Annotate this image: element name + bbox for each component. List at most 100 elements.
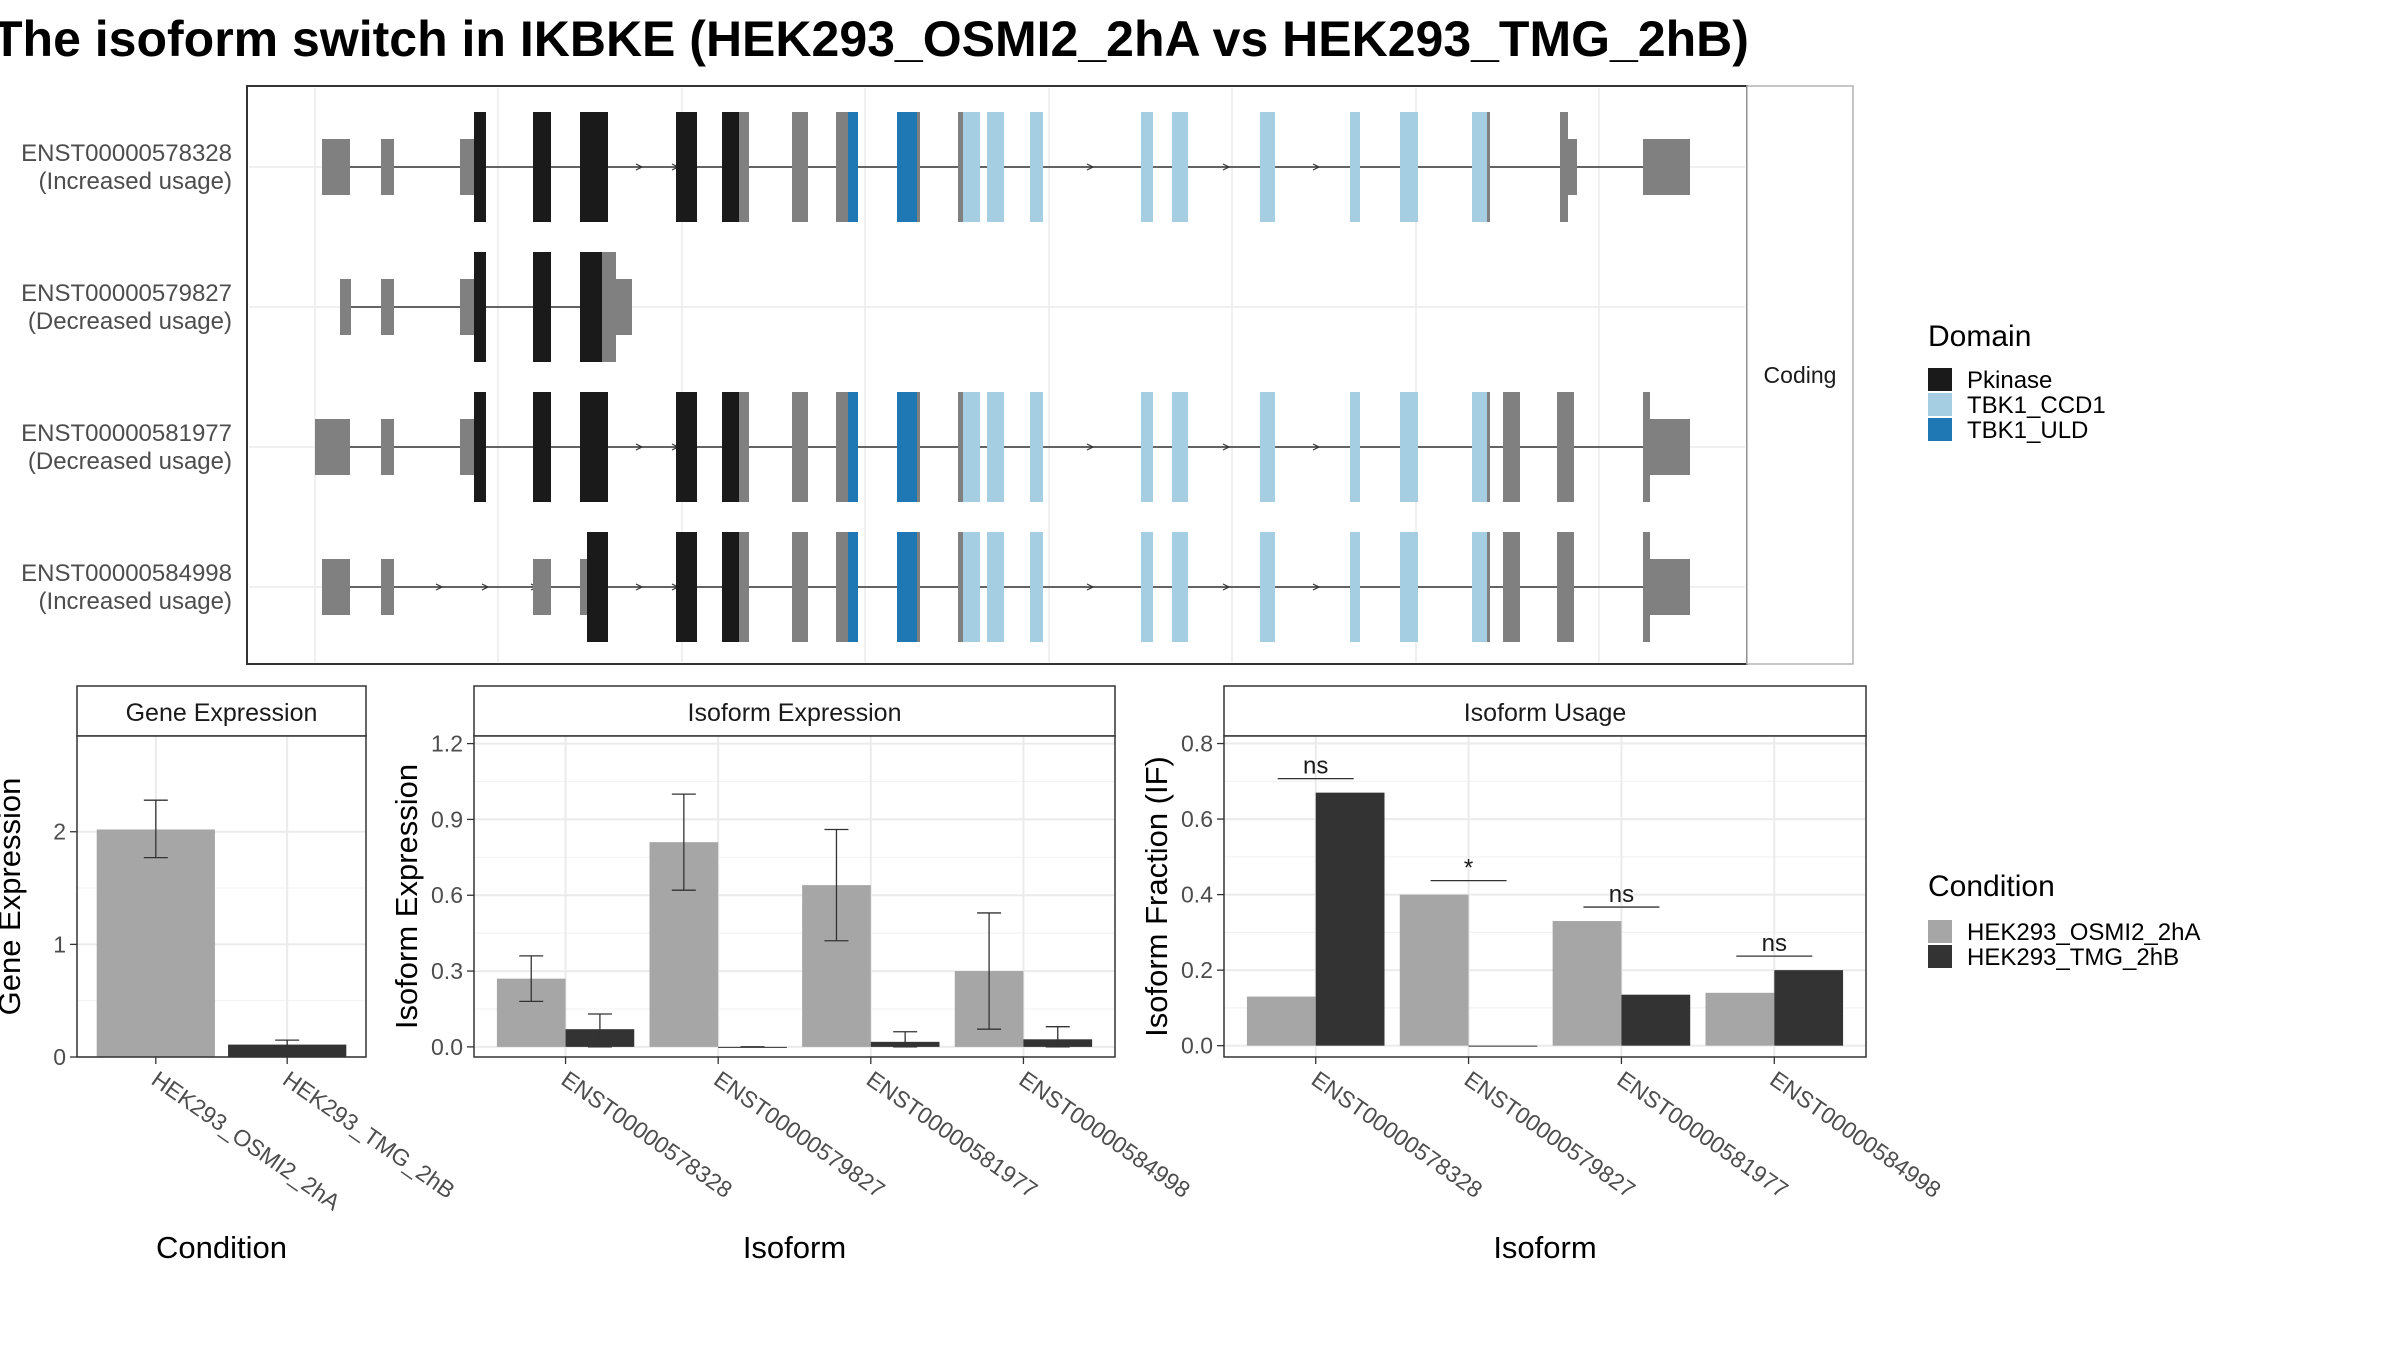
y-tick-label: 0.0 <box>1181 1033 1213 1059</box>
y-tick-label: 1 <box>53 931 66 957</box>
domain-legend-key <box>1928 368 1952 391</box>
exon <box>1350 112 1360 222</box>
bar <box>96 829 215 1057</box>
exon <box>1472 112 1487 222</box>
isoform-track <box>322 532 1690 642</box>
bar <box>1774 970 1844 1046</box>
domain-legend-label: TBK1_ULD <box>1967 417 2088 444</box>
error-bar <box>1045 1026 1070 1048</box>
exon <box>897 112 917 222</box>
error-bar <box>143 799 168 859</box>
chart-strip <box>1223 685 1867 737</box>
exon <box>580 112 608 222</box>
condition-legend-label: HEK293_OSMI2_2hA <box>1967 919 2200 946</box>
exon <box>474 252 486 362</box>
exon <box>1643 532 1650 642</box>
exon <box>1643 392 1650 502</box>
isoform-id-label: ENST00000584998 <box>21 560 232 587</box>
exon <box>580 252 602 362</box>
exon <box>987 532 1004 642</box>
exon <box>676 392 697 502</box>
chart-strip <box>473 685 1116 737</box>
isoform-usage-chart: Isoform Usagens*nsns0.00.20.40.60.8ENST0… <box>1139 685 1946 1265</box>
exon <box>963 532 967 642</box>
exon <box>967 112 980 222</box>
figure-title: The isoform switch in IKBKE (HEK293_OSMI… <box>0 11 1749 67</box>
y-axis-title: Isoform Expression <box>389 764 424 1029</box>
strand-arrow <box>1222 443 1231 451</box>
y-tick-label: 0.8 <box>1181 731 1213 757</box>
exon <box>1650 559 1690 615</box>
isoform-usage-note: (Decreased usage) <box>28 308 232 335</box>
exon <box>1643 139 1690 195</box>
exon <box>1472 532 1487 642</box>
y-tick-label: 0 <box>53 1044 66 1070</box>
strand-arrow <box>1312 443 1321 451</box>
significance-label: ns <box>1303 753 1328 780</box>
exon <box>1400 112 1418 222</box>
exon <box>676 112 697 222</box>
condition-legend-key <box>1928 920 1952 943</box>
strand-arrow <box>1222 583 1231 591</box>
exon <box>1350 532 1360 642</box>
exon <box>792 392 808 502</box>
exon <box>460 279 474 335</box>
structure-strip <box>1746 85 1854 665</box>
isoform-tracks <box>315 112 1690 642</box>
chart-title: Isoform Usage <box>1464 699 1627 727</box>
exon <box>722 532 739 642</box>
exon <box>739 112 749 222</box>
y-tick-label: 0.3 <box>431 958 463 984</box>
error-bar <box>275 1039 300 1049</box>
error-bar <box>587 1013 612 1048</box>
exon <box>1141 112 1153 222</box>
chart-border <box>473 735 1116 1058</box>
y-tick-label: 1.2 <box>431 731 463 757</box>
exon <box>474 392 486 502</box>
exon <box>917 532 920 642</box>
y-axis-title: Isoform Fraction (IF) <box>1139 756 1174 1037</box>
exon <box>1141 532 1153 642</box>
strand-arrow <box>635 443 644 451</box>
exon <box>1650 419 1690 475</box>
exon <box>1030 532 1043 642</box>
exon <box>1172 532 1188 642</box>
structure-strip-label: Coding <box>1764 362 1837 388</box>
exon <box>1568 139 1577 195</box>
exon <box>1560 112 1568 222</box>
exon <box>1172 392 1188 502</box>
bar <box>228 1044 347 1057</box>
bar <box>1399 894 1469 1046</box>
x-axis-title: Condition <box>156 1230 287 1265</box>
exon <box>792 532 808 642</box>
exon <box>917 392 920 502</box>
y-tick-label: 0.2 <box>1181 957 1213 983</box>
exon <box>602 252 616 362</box>
exon <box>1172 112 1188 222</box>
condition-legend-title: Condition <box>1928 870 2055 903</box>
isoform-id-label: ENST00000578328 <box>21 140 232 167</box>
exon <box>739 392 749 502</box>
isoform-structure-panel: Coding ENST00000578328(Increased usage)E… <box>21 85 1854 665</box>
exon <box>322 559 350 615</box>
strand-arrow <box>635 583 644 591</box>
exon <box>460 139 474 195</box>
y-tick-label: 0.0 <box>431 1034 463 1060</box>
x-axis-title: Isoform <box>743 1230 846 1265</box>
bar <box>1621 994 1691 1046</box>
y-tick-label: 2 <box>53 819 66 845</box>
error-bar <box>977 912 1002 1030</box>
exon <box>897 532 917 642</box>
error-bar <box>824 828 849 942</box>
exon <box>1030 112 1043 222</box>
isoform-expression-chart: Isoform Expression0.00.30.60.91.2ENST000… <box>389 685 1195 1265</box>
exon <box>1557 532 1574 642</box>
bar <box>1705 992 1775 1046</box>
strand-arrow <box>1086 583 1095 591</box>
y-tick-label: 0.9 <box>431 806 463 832</box>
condition-legend-label: HEK293_TMG_2hB <box>1967 944 2179 971</box>
strand-arrow <box>1312 583 1321 591</box>
exon <box>1472 392 1487 502</box>
exon <box>533 112 551 222</box>
exon <box>1030 392 1043 502</box>
